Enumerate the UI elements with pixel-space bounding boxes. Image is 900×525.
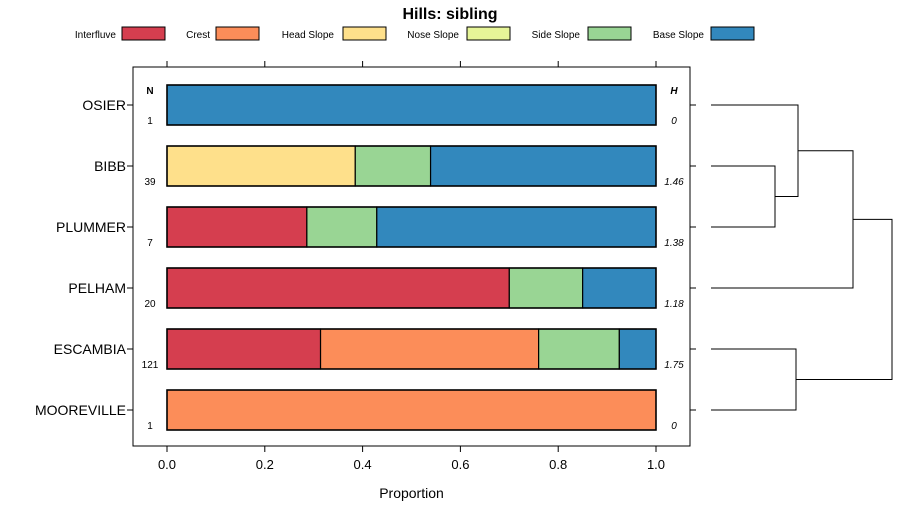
legend-label: Interfluve: [75, 30, 117, 41]
dendrogram-branch: [711, 165, 776, 228]
x-tick-label: 0.6: [451, 457, 469, 472]
axes: 0.0 0.2 0.4 0.6 0.8 1.0: [127, 61, 696, 472]
dendrogram-branch: [711, 348, 797, 411]
n-value-label: 121: [142, 360, 159, 371]
bar-segment: [166, 267, 510, 309]
dendrogram-branch: [796, 218, 893, 380]
n-value-label: 1: [147, 116, 153, 127]
n-value-label: 7: [147, 238, 153, 249]
bar-segment: [429, 145, 657, 187]
n-value-label: 1: [147, 421, 153, 432]
legend-swatch: [342, 26, 387, 41]
bar-segment: [166, 145, 356, 187]
h-header: H: [670, 86, 678, 97]
n-header: N: [146, 86, 153, 97]
bar-segment: [618, 328, 657, 370]
bar-segment: [582, 267, 657, 309]
bar-segment: [376, 206, 657, 248]
bar-segment: [354, 145, 432, 187]
bar-outline: [166, 267, 657, 309]
category-label: MOOREVILLE: [35, 402, 126, 418]
x-tick-label: 0.0: [158, 457, 176, 472]
legend-swatch: [587, 26, 632, 41]
legend-swatch: [121, 26, 166, 41]
legend: Interfluve Crest Head Slope Nose Slope Side …: [75, 26, 755, 41]
category-label: PLUMMER: [56, 219, 126, 235]
bar-segment: [306, 206, 378, 248]
bars: [166, 84, 657, 431]
h-value-label: 1.46: [664, 177, 684, 188]
x-tick-label: 1.0: [647, 457, 665, 472]
legend-label: Head Slope: [282, 30, 335, 41]
bar-segment: [166, 84, 657, 126]
x-tick-label: 0.2: [256, 457, 274, 472]
bar-segment: [166, 328, 322, 370]
bar-segment: [319, 328, 540, 370]
legend-swatch: [215, 26, 260, 41]
bar-outline: [166, 84, 657, 126]
legend-label: Side Slope: [532, 30, 581, 41]
bar-outline: [166, 145, 657, 187]
bar-segment: [166, 389, 657, 431]
legend-label: Nose Slope: [407, 30, 459, 41]
bar-outline: [166, 389, 657, 431]
category-label: OSIER: [82, 97, 126, 113]
dendrogram-branch: [711, 150, 854, 289]
h-value-label: 0: [671, 421, 677, 432]
h-value-label: 1.18: [664, 299, 684, 310]
category-label: PELHAM: [68, 280, 126, 296]
bar-outline: [166, 206, 657, 248]
chart-title: Hills: sibling: [402, 6, 497, 23]
bar-segment: [508, 267, 584, 309]
legend-swatch: [466, 26, 511, 41]
row-labels: OSIER 1 0 BIBB 39 1.46 PLUMMER 7 1.38 PELHAM 20 1.1…: [35, 97, 684, 432]
legend-label: Base Slope: [653, 30, 705, 41]
x-tick-label: 0.8: [549, 457, 567, 472]
n-value-label: 39: [144, 177, 156, 188]
bar-segment: [166, 206, 308, 248]
n-value-label: 20: [144, 299, 156, 310]
h-value-label: 1.75: [664, 360, 684, 371]
legend-swatch: [710, 26, 755, 41]
dendrogram: [711, 104, 893, 411]
plot-frame: [132, 66, 691, 447]
bar-segment: [538, 328, 620, 370]
h-value-label: 0: [671, 116, 677, 127]
category-label: BIBB: [94, 158, 126, 174]
bar-outline: [166, 328, 657, 370]
legend-label: Crest: [186, 30, 210, 41]
h-value-label: 1.38: [664, 238, 684, 249]
category-label: ESCAMBIA: [54, 341, 127, 357]
x-axis-title: Proportion: [379, 485, 444, 501]
dendrogram-branch: [711, 104, 799, 197]
x-tick-label: 0.4: [354, 457, 372, 472]
